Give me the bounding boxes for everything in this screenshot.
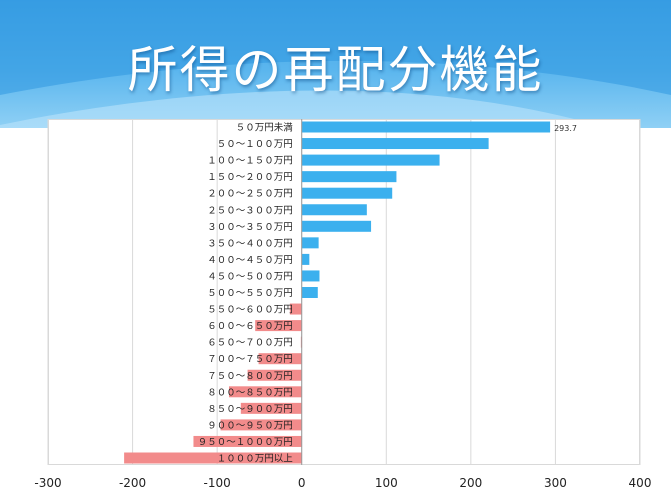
category-label: ５５０～６００万円 (207, 305, 293, 316)
category-label: ６００～６５０万円 (207, 321, 293, 332)
category-label: ５０～１００万円 (217, 139, 293, 150)
bar (220, 419, 302, 431)
bar (301, 270, 320, 282)
category-label: ７５０～８００万円 (207, 371, 293, 382)
category-label: ６５０～７００万円 (207, 338, 293, 349)
bar (301, 171, 397, 183)
category-label: ４００～４５０万円 (207, 255, 293, 266)
bar (301, 187, 393, 199)
x-tick-label: 400 (629, 476, 652, 490)
category-label: ３００～３５０万円 (207, 222, 293, 233)
category-label: ５００～５５０万円 (207, 288, 293, 299)
x-tick-label: 100 (375, 476, 398, 490)
category-label: １０００万円以上 (217, 454, 294, 465)
category-label: １５０～２００万円 (207, 172, 293, 183)
category-label: ７００～７５０万円 (207, 354, 293, 365)
bar (228, 386, 302, 398)
category-label: ２００～２５０万円 (207, 189, 293, 200)
bar (301, 138, 489, 150)
x-tick-label: 0 (298, 476, 306, 490)
bar (301, 253, 310, 265)
x-tick-label: -100 (204, 476, 231, 490)
bar (240, 402, 302, 414)
category-label: ９００～９５０万円 (207, 420, 293, 431)
bar (258, 353, 302, 365)
bar (301, 204, 367, 216)
data-label: 293.7 (554, 124, 577, 133)
category-label: １００～１５０万円 (207, 156, 293, 167)
category-label: ４５０～５００万円 (207, 271, 293, 282)
x-tick-label: -300 (34, 476, 61, 490)
x-tick-label: -200 (119, 476, 146, 490)
decorative-wave (0, 0, 671, 128)
category-label: ５０万円未満 (236, 122, 294, 134)
x-tick-label: 300 (544, 476, 567, 490)
category-label: ２５０～３００万円 (207, 205, 293, 216)
slide-title: 所得の再配分機能 (127, 41, 544, 99)
x-tick-label: 200 (459, 476, 482, 490)
bar (255, 320, 302, 332)
bar (301, 287, 318, 298)
category-label: ９５０～１０００万円 (198, 437, 293, 448)
category-label: ８００～８５０万円 (207, 387, 293, 398)
category-label: ８５０～９００万円 (207, 404, 293, 415)
bar (289, 303, 302, 315)
bar (247, 369, 302, 381)
bar (124, 452, 302, 464)
bar (301, 154, 440, 166)
title-banner: 所得の再配分機能 (0, 0, 671, 128)
bar (301, 121, 551, 133)
category-label: ３５０～４００万円 (207, 238, 293, 249)
bar (301, 237, 319, 249)
bar (301, 220, 372, 232)
bar (193, 435, 302, 447)
